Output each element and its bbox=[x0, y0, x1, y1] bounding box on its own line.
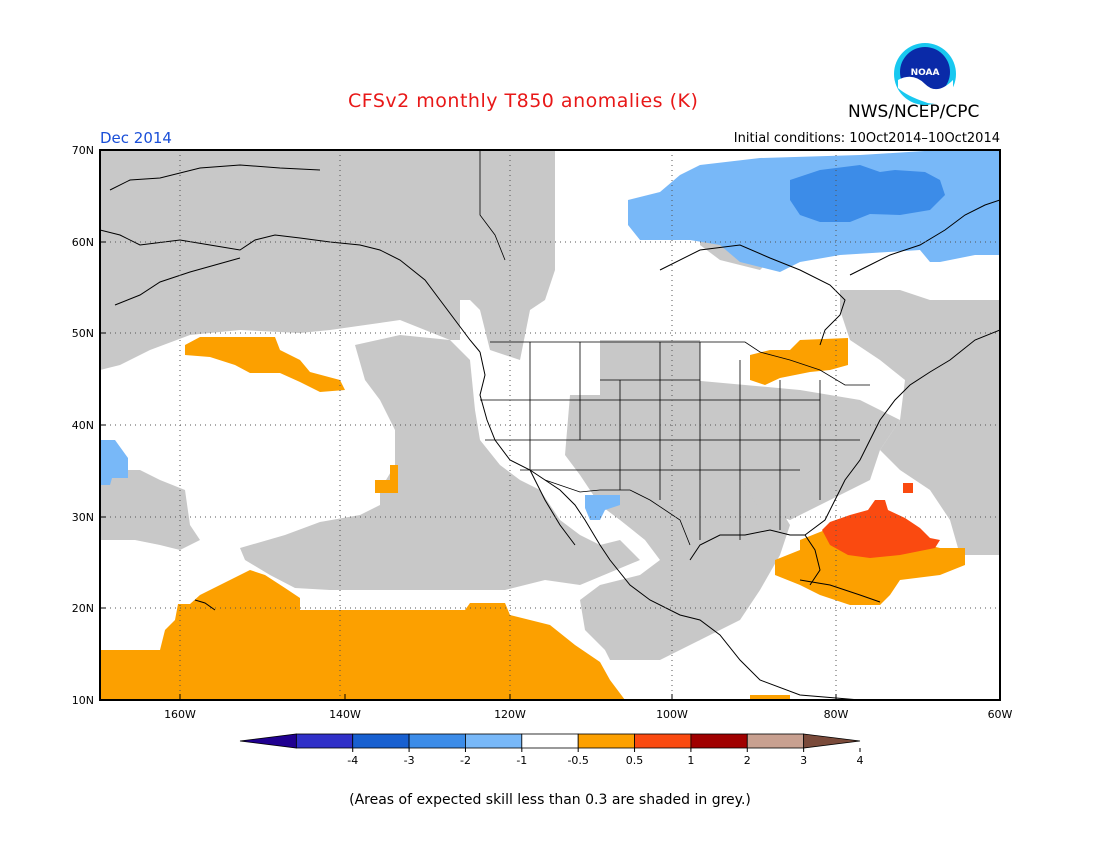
lon-tick-label: 80W bbox=[824, 708, 849, 721]
colorbar: -4 -3 -2 -1 -0.5 0.5 1 2 3 4 bbox=[239, 733, 864, 767]
lat-tick-label: 10N bbox=[72, 694, 94, 707]
low-skill-area-west-pacific bbox=[100, 470, 200, 550]
forecast-period: Dec 2014 bbox=[100, 129, 172, 147]
coastline-baja bbox=[529, 469, 576, 546]
coastline-alaska bbox=[100, 229, 481, 353]
colorbar-box bbox=[634, 733, 692, 749]
map-body bbox=[100, 150, 1000, 700]
lat-tick-label: 70N bbox=[72, 144, 94, 157]
cold-anomaly-southwest bbox=[585, 495, 620, 520]
lat-tick-label: 60N bbox=[72, 236, 94, 249]
colorbar-label: 2 bbox=[744, 754, 751, 767]
warm-anomaly-south-pacific bbox=[100, 570, 625, 700]
colorbar-label: 0.5 bbox=[626, 754, 644, 767]
lat-tick-label: 50N bbox=[72, 327, 94, 340]
coastline-hudson-bay bbox=[659, 244, 846, 346]
coastline-canada-east bbox=[849, 199, 1000, 276]
lon-tick-label: 120W bbox=[494, 708, 526, 721]
border-us-canada bbox=[490, 341, 870, 386]
logo-text: NOAA bbox=[911, 68, 940, 78]
lat-tick-label: 30N bbox=[72, 511, 94, 524]
noaa-logo: NOAA bbox=[894, 43, 956, 105]
coastline-gulf bbox=[689, 529, 821, 586]
colorbar-box bbox=[690, 733, 748, 749]
skill-note: (Areas of expected skill less than 0.3 a… bbox=[349, 792, 751, 808]
colorbar-arrow-low bbox=[239, 733, 297, 749]
strong-warm-anomaly-atlantic bbox=[822, 500, 940, 558]
colorbar-box bbox=[408, 733, 466, 749]
cold-anomaly-pacific-edge bbox=[100, 440, 128, 485]
coastline-arctic-alaska bbox=[109, 164, 321, 191]
colorbar-label: 1 bbox=[687, 754, 694, 767]
colorbar-label: 4 bbox=[857, 754, 864, 767]
low-skill-area-great-plains bbox=[690, 380, 900, 520]
warm-anomaly-pacific-spot bbox=[375, 465, 398, 493]
border-alaska-canada bbox=[479, 150, 506, 261]
colorbar-box bbox=[746, 733, 805, 749]
cold-anomaly-labrador bbox=[790, 165, 945, 222]
colorbar-box bbox=[577, 733, 635, 749]
coastline-us-east bbox=[804, 329, 1000, 536]
colorbar-label: -2 bbox=[460, 754, 471, 767]
map-title: CFSv2 monthly T850 anomalies (K) bbox=[348, 90, 699, 112]
graticule bbox=[100, 150, 1000, 700]
border-us-mexico bbox=[544, 479, 691, 546]
warm-anomaly-great-lakes bbox=[750, 338, 848, 385]
colorbar-label: -4 bbox=[347, 754, 358, 767]
organization-label: NWS/NCEP/CPC bbox=[848, 102, 980, 122]
lon-tick-label: 60W bbox=[988, 708, 1013, 721]
latitude-axis: 70N 60N 50N 40N 30N 20N 10N bbox=[72, 144, 106, 707]
lat-tick-label: 40N bbox=[72, 419, 94, 432]
strong-warm-anomaly-areas bbox=[822, 483, 940, 558]
coastline-hawaii bbox=[194, 599, 216, 611]
colorbar-label: -3 bbox=[404, 754, 415, 767]
lon-tick-label: 140W bbox=[329, 708, 361, 721]
colorbar-arrow-high bbox=[803, 733, 861, 749]
lat-tick-label: 20N bbox=[72, 602, 94, 615]
low-skill-area-north-atlantic bbox=[840, 290, 1000, 555]
coastline-us-west bbox=[479, 351, 861, 700]
colorbar-box bbox=[465, 733, 523, 749]
low-skill-areas bbox=[100, 150, 1000, 660]
colorbar-label: -0.5 bbox=[567, 754, 588, 767]
initial-conditions: Initial conditions: 10Oct2014–10Oct2014 bbox=[733, 131, 1000, 146]
low-skill-area-pacific-mid bbox=[240, 335, 640, 590]
warm-anomaly-northeast-pacific bbox=[185, 337, 345, 392]
low-skill-area-alaska-interior bbox=[320, 150, 480, 240]
lon-tick-label: 100W bbox=[656, 708, 688, 721]
lon-tick-label: 160W bbox=[164, 708, 196, 721]
warm-anomaly-central-america-spot bbox=[750, 695, 790, 700]
coastlines bbox=[100, 164, 1000, 700]
colorbar-box bbox=[352, 733, 410, 749]
colorbar-label: -1 bbox=[516, 754, 527, 767]
colorbar-box bbox=[295, 733, 354, 749]
colorbar-label: 3 bbox=[800, 754, 807, 767]
coastline-aleutians bbox=[114, 257, 241, 306]
coastline-cuba bbox=[799, 579, 881, 603]
strong-warm-anomaly-spot bbox=[903, 483, 913, 493]
longitude-axis: 160W 140W 120W 100W 80W 60W bbox=[164, 694, 1013, 721]
colorbar-box bbox=[521, 733, 579, 749]
